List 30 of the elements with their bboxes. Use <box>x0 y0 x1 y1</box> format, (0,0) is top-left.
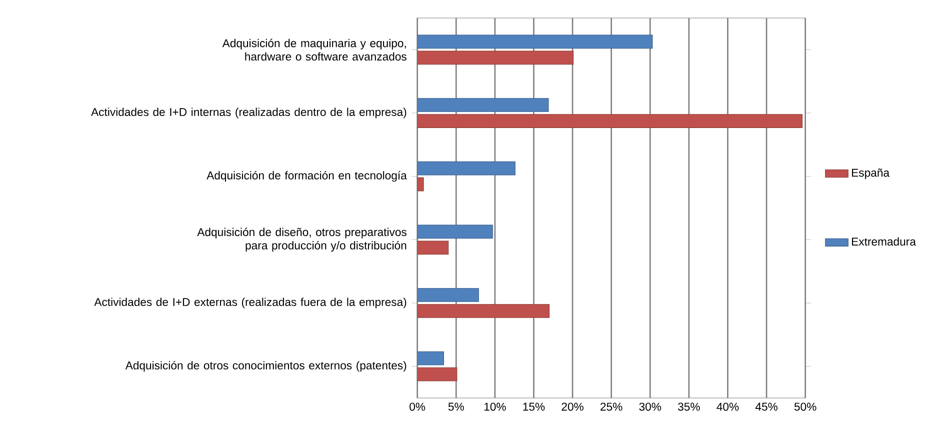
bar <box>417 114 802 128</box>
legend-label: Extremadura <box>852 237 916 246</box>
x-tick-label: 25% <box>600 402 622 411</box>
y-tick-label: Adquisición de formación en tecnología <box>206 170 407 182</box>
bar <box>417 50 574 65</box>
bar <box>417 98 549 112</box>
bar <box>417 240 449 255</box>
bar <box>417 288 479 302</box>
bar <box>417 34 653 49</box>
legend-label: España <box>852 168 890 179</box>
x-tick-label: 10% <box>484 402 506 411</box>
bar <box>417 304 550 318</box>
bar <box>417 161 516 176</box>
y-tick-label: Adquisición de diseño, otros preparativos para producción y/o distribución <box>197 228 406 252</box>
y-tick-label: Actividades de I+D internas (realizadas dentro de la empresa) <box>91 108 406 118</box>
bar <box>417 351 444 366</box>
x-tick-label: 50% <box>794 402 816 411</box>
y-tick-label: Actividades de I+D externas (realizadas fuera de la empresa) <box>94 298 406 308</box>
x-tick-label: 30% <box>639 402 662 411</box>
bar <box>417 224 493 239</box>
x-tick-label: 35% <box>678 402 700 411</box>
y-tick-label: Adquisición de otros conocimientos externos (patentes) <box>125 360 406 372</box>
x-tick-label: 20% <box>562 402 584 411</box>
bar <box>417 367 458 382</box>
x-tick-label: 40% <box>716 402 739 411</box>
y-tick-label: Adquisición de maquinaria y equipo, hardware o software avanzados <box>222 38 406 61</box>
x-tick-label: 45% <box>755 402 778 411</box>
x-tick-label: 0% <box>410 402 426 411</box>
x-tick-label: 5% <box>448 402 464 411</box>
x-tick-label: 15% <box>523 402 545 411</box>
